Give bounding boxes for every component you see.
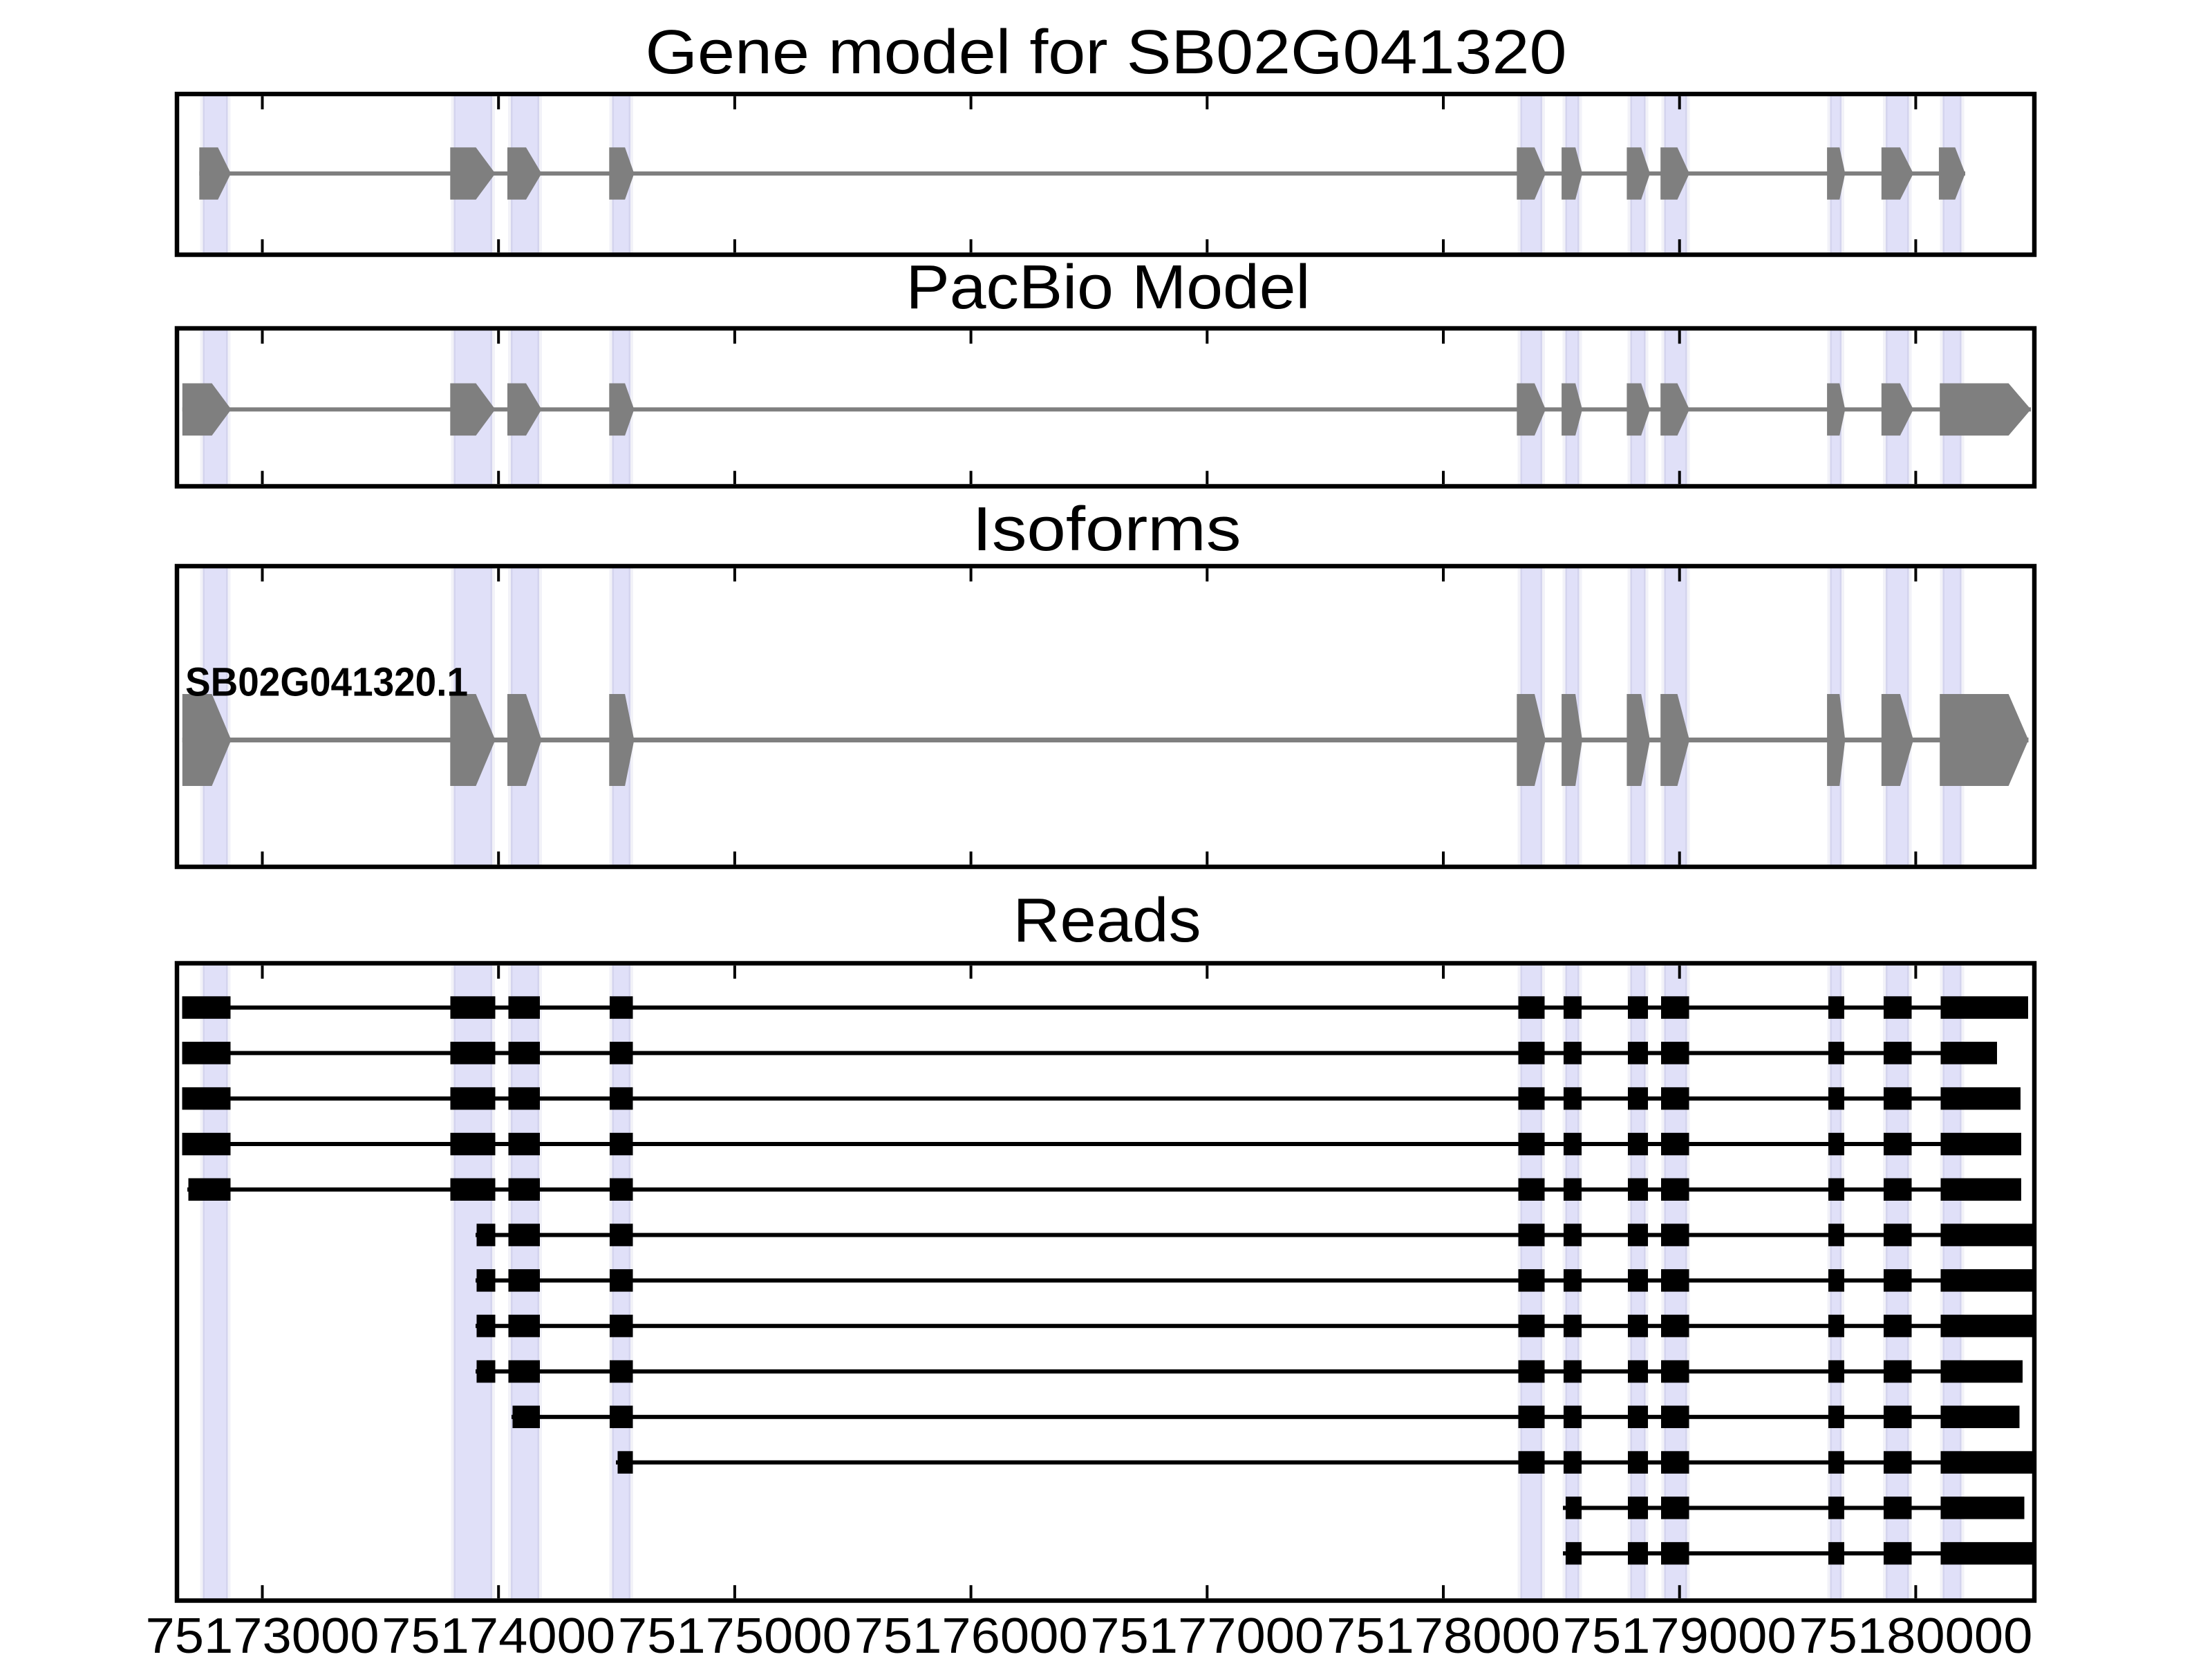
svg-text:75175000: 75175000 [618,1609,852,1659]
svg-text:SB02G041320.1: SB02G041320.1 [185,660,468,705]
svg-text:75176000: 75176000 [854,1609,1088,1659]
svg-text:Isoforms: Isoforms [973,495,1241,564]
svg-text:75177000: 75177000 [1090,1609,1324,1659]
svg-text:75179000: 75179000 [1563,1609,1797,1659]
svg-text:75174000: 75174000 [382,1609,615,1659]
svg-text:PacBio Model: PacBio Model [906,253,1311,322]
svg-text:75173000: 75173000 [146,1609,379,1659]
svg-text:Gene model for SB02G041320: Gene model for SB02G041320 [646,18,1567,87]
svg-text:75178000: 75178000 [1327,1609,1560,1659]
svg-text:75180000: 75180000 [1799,1609,2032,1659]
svg-text:Reads: Reads [1013,886,1201,955]
